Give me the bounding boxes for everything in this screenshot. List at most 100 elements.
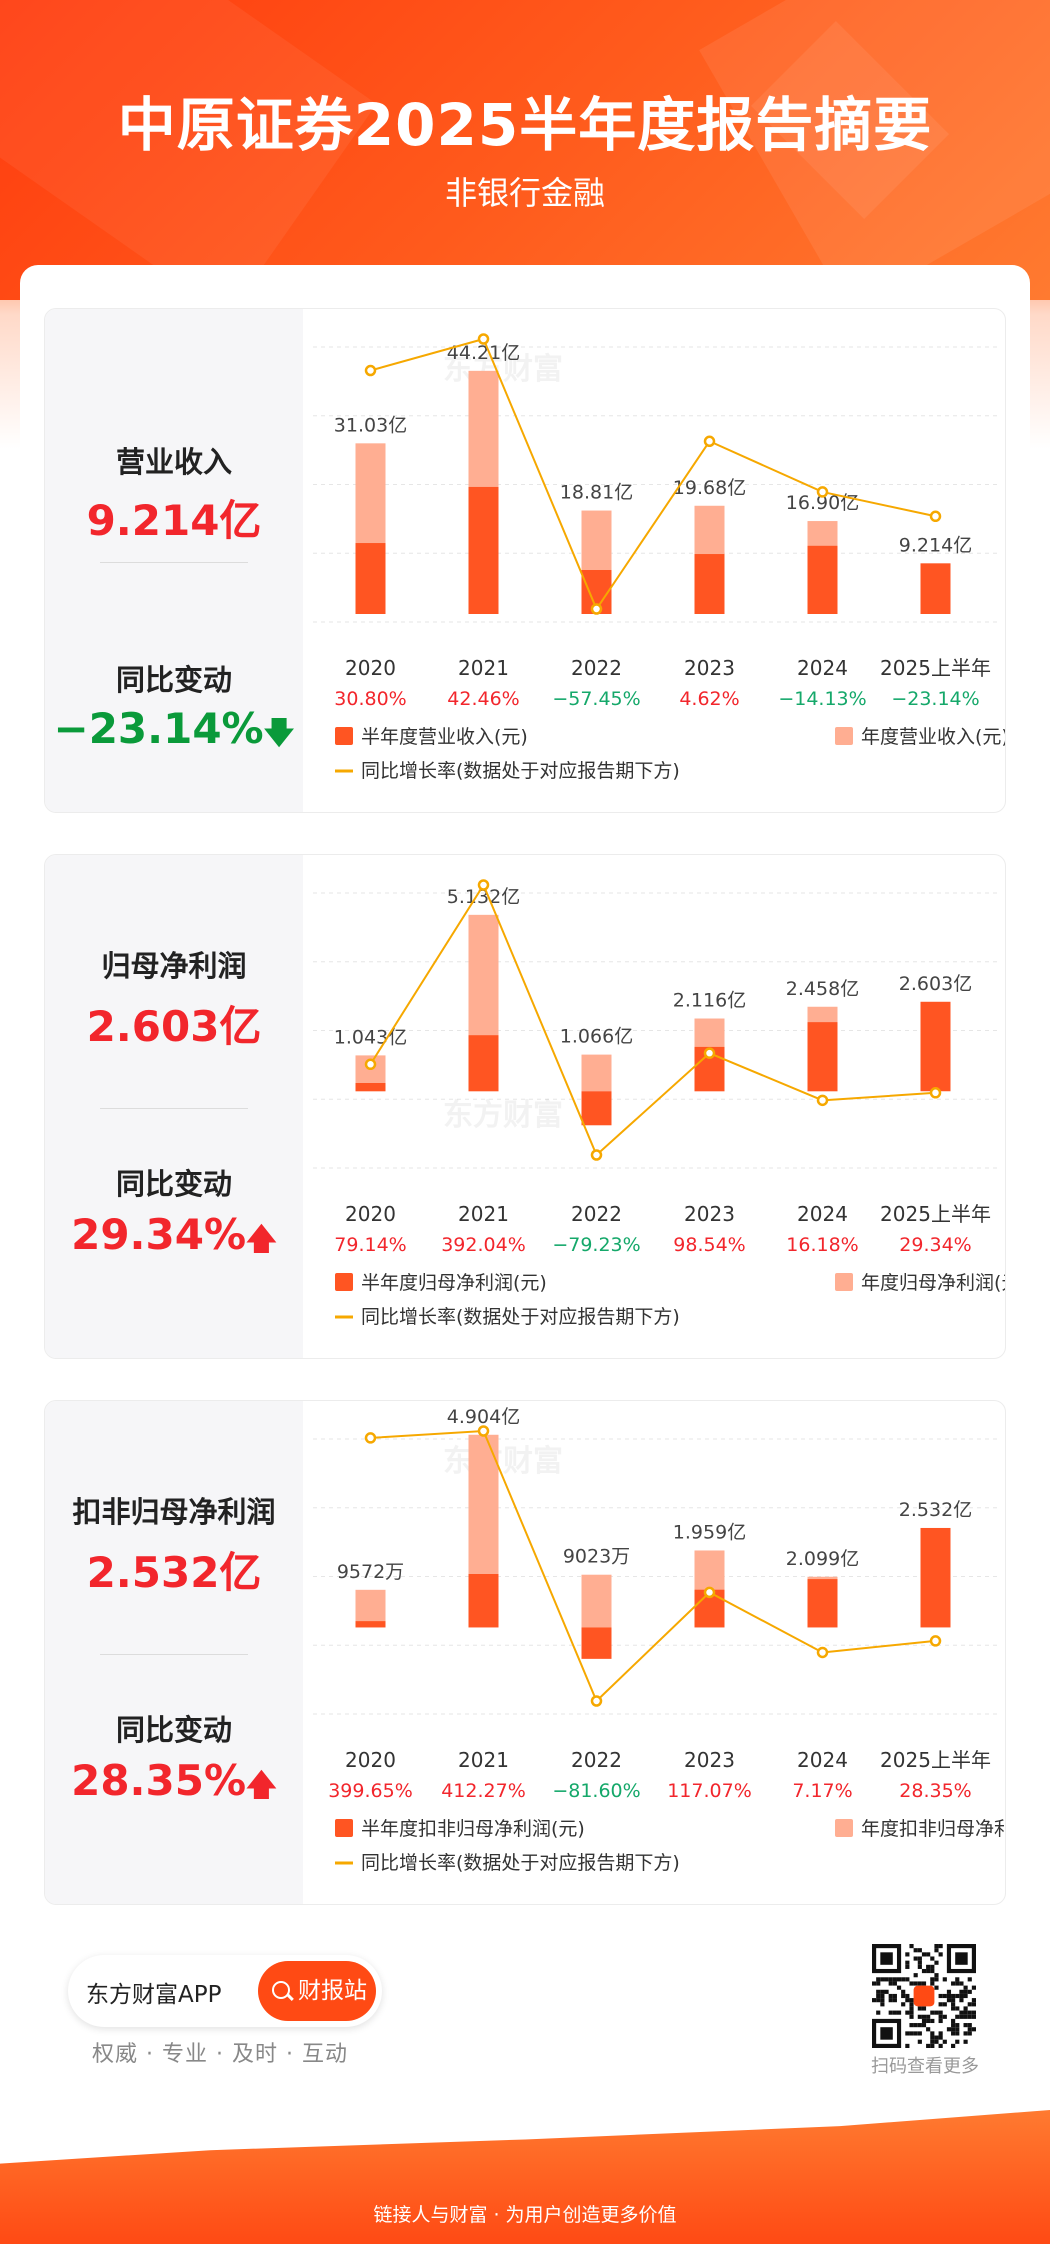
- value-label: 9572万: [337, 1561, 404, 1583]
- growth-point: [477, 879, 490, 891]
- half-year-bar: [807, 1022, 838, 1092]
- qr-module: [963, 1989, 968, 1994]
- qr-module: [892, 1981, 897, 1986]
- qr-module: [963, 2023, 968, 2028]
- qr-module: [921, 2023, 927, 2028]
- qr-module: [930, 1977, 935, 1982]
- qr-module: [955, 2027, 960, 2032]
- qr-module: [892, 1977, 897, 1982]
- legend-label-annual: 年度归母净利润(元): [861, 1272, 1006, 1294]
- growth-label: 7.17%: [792, 1780, 852, 1802]
- qr-module: [905, 1964, 910, 1969]
- value-label: 31.03亿: [334, 414, 407, 436]
- qr-module: [917, 2006, 922, 2011]
- qr-module: [934, 1973, 939, 1978]
- qr-module: [942, 2039, 947, 2044]
- qr-module: [909, 2014, 914, 2019]
- qr-module: [905, 2010, 910, 2015]
- qr-module: [938, 2014, 943, 2019]
- category-label: 2023: [684, 656, 735, 680]
- qr-module: [967, 2031, 972, 2036]
- qr-module: [971, 2027, 976, 2032]
- qr-module: [888, 2010, 893, 2015]
- growth-point: [816, 1646, 829, 1659]
- qr-module: [930, 2035, 935, 2040]
- metric-value: 9.214亿: [86, 496, 262, 545]
- qr-module: [942, 2014, 947, 2019]
- qr-module: [967, 1989, 972, 1994]
- qr-module: [913, 1948, 918, 1953]
- category-label: 2025上半年: [880, 656, 991, 680]
- qr-module: [901, 2002, 906, 2007]
- growth-label: −57.45%: [552, 688, 640, 710]
- half-year-bar: [694, 554, 725, 614]
- qr-module: [926, 1952, 931, 1957]
- qr-module: [955, 1981, 960, 1986]
- qr-module: [963, 2014, 968, 2019]
- value-label: 9023万: [563, 1546, 630, 1568]
- growth-line: [370, 1429, 936, 1703]
- qr-module: [938, 1944, 943, 1949]
- qr-module: [951, 2018, 956, 2024]
- qr-module: [946, 1993, 952, 1999]
- report-station-button[interactable]: 财报站: [258, 1961, 376, 2021]
- qr-module: [930, 2010, 935, 2015]
- value-label: 18.81亿: [560, 482, 633, 504]
- qr-module: [951, 2043, 956, 2048]
- qr-module: [917, 2039, 922, 2044]
- growth-label: 79.14%: [334, 1234, 406, 1256]
- growth-point: [929, 1087, 942, 1099]
- category-label: 2021: [458, 656, 509, 680]
- qr-module: [892, 2010, 897, 2015]
- qr-module: [930, 1968, 935, 1974]
- qr-module: [876, 1977, 881, 1982]
- growth-point: [590, 1149, 603, 1161]
- qr-module: [909, 2023, 914, 2028]
- qr-module: [934, 1960, 939, 1965]
- growth-point: [364, 364, 377, 377]
- half-year-bar: [355, 1621, 386, 1628]
- qr-module: [892, 1993, 897, 1999]
- half-year-bar: [920, 563, 951, 614]
- header-banner: 中原证券2025半年度报告摘要 非银行金融: [0, 0, 1050, 300]
- legend-swatch-annual: [835, 1819, 853, 1837]
- app-pill[interactable]: 东方财富APP 财报站: [68, 1955, 382, 2027]
- qr-module: [905, 1998, 910, 2003]
- category-label: 2021: [458, 1748, 509, 1772]
- value-label: 1.959亿: [673, 1521, 746, 1543]
- value-label: 9.214亿: [899, 534, 972, 556]
- qr-module: [909, 2031, 914, 2036]
- qr-module: [930, 1964, 935, 1969]
- qr-module: [921, 1952, 927, 1957]
- footer-tagline: 链接人与财富 · 为用户创造更多价值: [373, 2204, 677, 2226]
- deducted-profit-panel: 扣非归母净利润 2.532亿 同比变动 28.35%🡅 东方财富 9572万 202…: [44, 1400, 1006, 1905]
- growth-point: [703, 1586, 716, 1599]
- category-label: 2021: [458, 1202, 509, 1226]
- qr-module: [880, 1977, 885, 1982]
- half-year-bar: [355, 543, 386, 614]
- qr-module: [909, 1998, 914, 2003]
- deducted-profit-summary: 扣非归母净利润 2.532亿 同比变动 28.35%🡅: [45, 1401, 303, 1904]
- qr-module: [921, 2014, 927, 2019]
- change-label: 同比变动: [115, 1713, 232, 1747]
- qr-code-icon[interactable]: [872, 1944, 976, 2048]
- net-profit-chart: 东方财富 1.043亿 2020 79.14% 5.132亿 2021 392.04% 1.0…: [313, 879, 1006, 1328]
- metric-value: 2.532亿: [86, 1548, 262, 1597]
- revenue-summary: 营业收入 9.214亿 同比变动 −23.14%🡇: [45, 309, 303, 812]
- growth-line: [369, 882, 936, 1157]
- qr-module: [963, 1993, 968, 1999]
- value-label: 44.21亿: [447, 342, 520, 364]
- qr-module: [951, 2023, 956, 2028]
- metric-label: 归母净利润: [101, 949, 247, 983]
- category-label: 2024: [797, 1202, 848, 1226]
- qr-module: [963, 2006, 968, 2011]
- qr-module: [934, 1944, 939, 1949]
- qr-module: [963, 2010, 968, 2015]
- metric-label: 扣非归母净利润: [72, 1495, 276, 1529]
- qr-module: [926, 1968, 931, 1974]
- qr-module: [921, 1981, 927, 1986]
- qr-module: [926, 2043, 931, 2048]
- qr-module: [921, 1968, 927, 1974]
- category-label: 2020: [345, 1748, 396, 1772]
- value-label: 2.532亿: [899, 1499, 972, 1521]
